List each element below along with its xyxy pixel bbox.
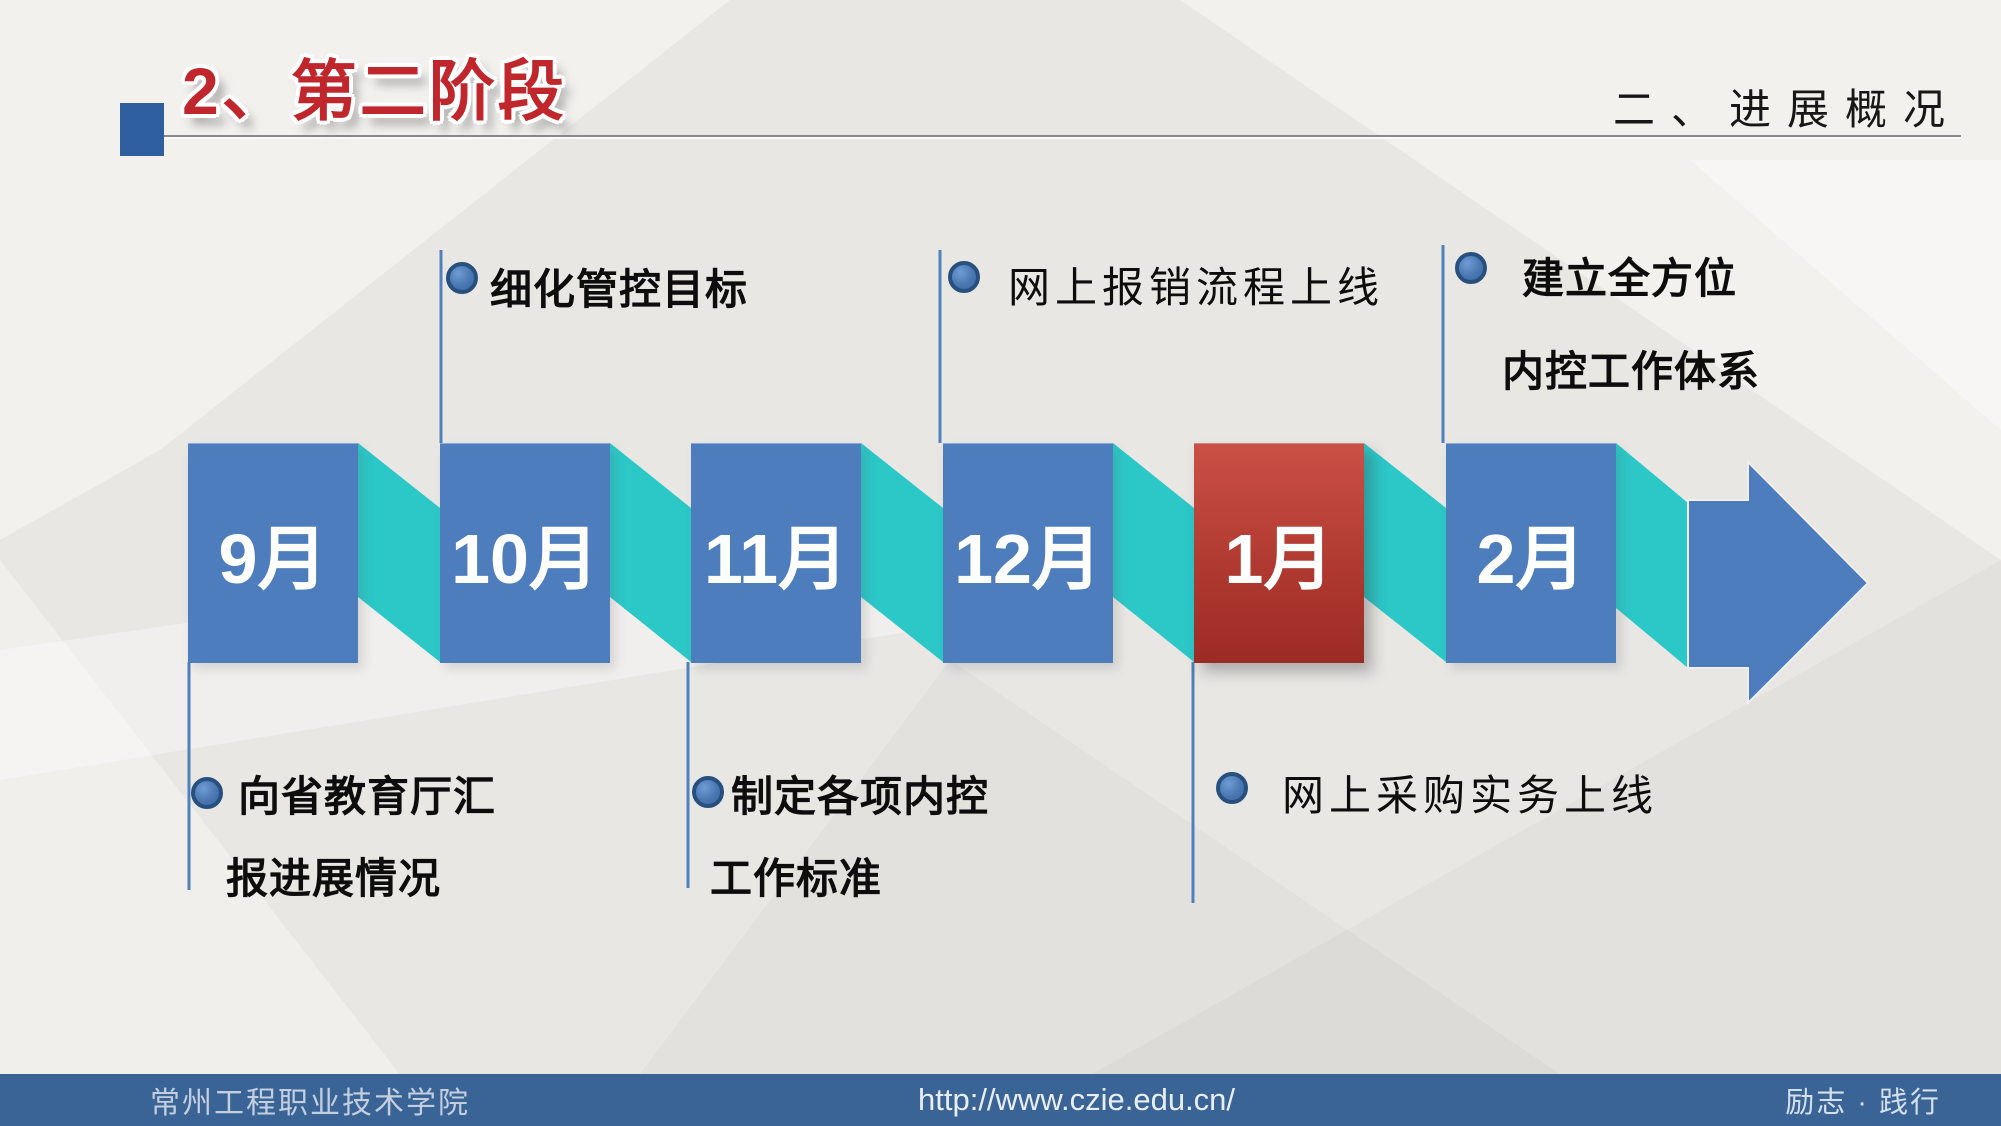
bullet-icon	[446, 262, 478, 294]
footer-motto: 励志 · 践行	[1785, 1087, 1941, 1119]
callout-bottom-1-line-2: 报进展情况	[226, 855, 442, 902]
footer-bar: 常州工程职业技术学院 http://www.czie.edu.cn/ 励志 · …	[0, 1074, 2001, 1126]
bullet-icon	[191, 777, 223, 809]
bullet-icon	[948, 261, 980, 293]
footer-school-name: 常州工程职业技术学院	[150, 1087, 470, 1120]
bullet-icon	[1216, 772, 1248, 804]
bullet-icon	[692, 776, 724, 808]
ribbon-connector	[358, 443, 440, 662]
right-block-arrow-icon	[1687, 459, 1870, 706]
timeline-month-dec: 12月	[943, 443, 1113, 663]
section-label: 二、进展概况	[1612, 88, 1961, 134]
callout-top-3-line-2: 内控工作体系	[1502, 348, 1761, 395]
timeline-month-jan-highlighted: 1月	[1194, 443, 1364, 663]
timeline-month-oct: 10月	[440, 443, 610, 663]
callout-bottom-2-line-2: 工作标准	[710, 855, 883, 902]
ribbon-connector	[1616, 443, 1688, 668]
timeline-month-sep: 9月	[188, 443, 358, 663]
callout-bottom-3: 网上采购实务上线	[1282, 774, 1659, 820]
ribbon-connector	[610, 443, 691, 662]
ribbon-connector	[1364, 443, 1446, 662]
callout-top-3-line-1: 建立全方位	[1522, 255, 1738, 302]
page-title: 2、第二阶段	[182, 54, 567, 128]
footer-url: http://www.czie.edu.cn/	[918, 1082, 1236, 1117]
timeline-month-feb: 2月	[1446, 443, 1616, 663]
callout-top-2: 网上报销流程上线	[1008, 266, 1385, 312]
callout-top-1: 细化管控目标	[490, 266, 749, 313]
callout-bottom-1-line-1: 向省教育厅汇	[238, 773, 497, 820]
header-divider	[163, 135, 1961, 137]
ribbon-connector	[861, 443, 943, 662]
timeline-month-nov: 11月	[691, 443, 861, 663]
bullet-icon	[1455, 252, 1487, 284]
callout-bottom-2-line-1: 制定各项内控	[731, 773, 990, 820]
title-accent-square	[120, 103, 164, 156]
ribbon-connector	[1113, 443, 1194, 662]
